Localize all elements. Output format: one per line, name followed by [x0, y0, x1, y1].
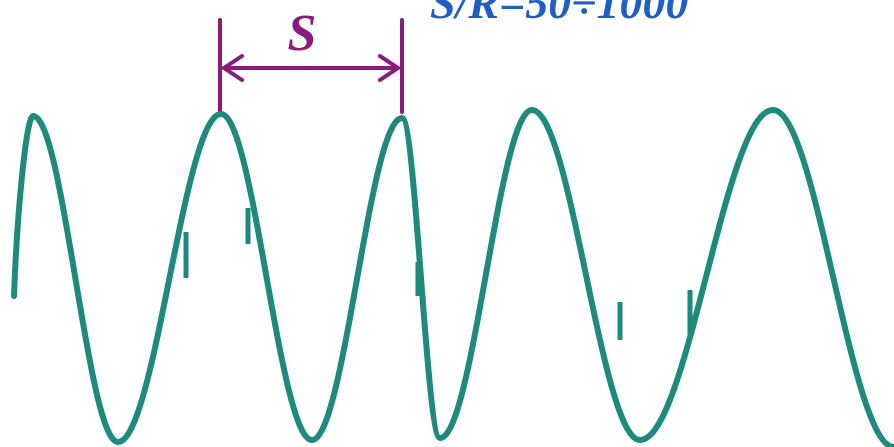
spacing-dimension — [218, 18, 404, 114]
dimension-arrowhead-right — [378, 54, 402, 82]
wave-curve — [11, 107, 894, 447]
ratio-label: S/R=50÷1000 — [430, 0, 689, 28]
wave-glitch-marks — [183, 208, 693, 340]
dimension-arrowhead-left — [220, 54, 244, 82]
spacing-symbol: S — [288, 5, 317, 62]
